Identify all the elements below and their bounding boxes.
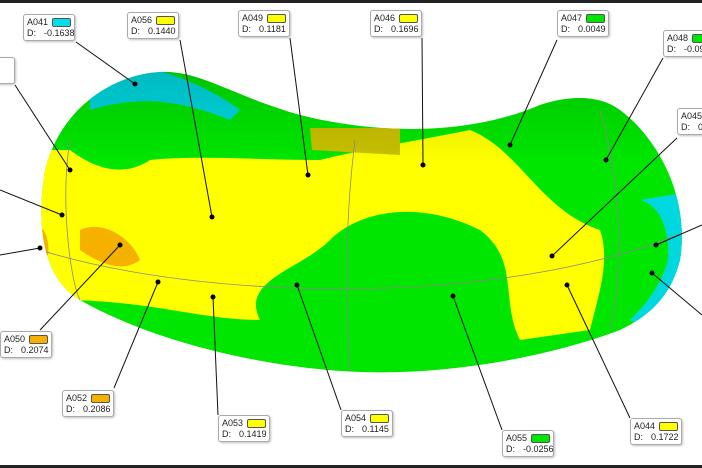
deviation-value: 0 — [698, 122, 702, 132]
color-swatch — [586, 14, 605, 23]
deviation-label: D: — [345, 424, 354, 434]
bottom-border — [0, 465, 702, 468]
deviation-label: D: — [131, 26, 140, 36]
deviation-label: D: — [667, 44, 676, 54]
point-A048 — [603, 157, 609, 163]
color-swatch — [29, 335, 48, 344]
deviation-label: D: — [4, 345, 13, 355]
annotation-label-a055[interactable]: A055 D: -0.0256 — [502, 430, 554, 457]
point-A052 — [155, 279, 161, 285]
deviation-value: 0.1722 — [651, 432, 679, 442]
point-A049 — [305, 172, 311, 178]
seam-line — [346, 139, 356, 373]
deviation-label: D: — [506, 444, 515, 454]
point-id: A050 — [4, 334, 26, 344]
deviation-value: 0.1181 — [259, 24, 286, 34]
deviation-value: 0.2074 — [21, 345, 49, 355]
seam-line — [599, 109, 620, 331]
seam-line — [41, 229, 682, 290]
point-left-2 — [59, 212, 65, 218]
color-swatch — [156, 16, 175, 25]
point-left-1 — [67, 167, 73, 173]
annotation-label-a049[interactable]: A049 D: 0.1181 — [238, 10, 290, 37]
point-A053 — [210, 294, 216, 300]
point-id: A053 — [222, 418, 244, 428]
color-swatch — [91, 394, 110, 403]
point-A045 — [549, 253, 555, 259]
deviation-value: -0.0256 — [523, 444, 554, 454]
color-swatch — [399, 14, 418, 23]
point-id: A055 — [506, 433, 528, 443]
annotation-label-a056[interactable]: A056 D: 0.1440 — [127, 12, 179, 39]
color-swatch — [370, 414, 389, 423]
point-A046 — [420, 162, 426, 168]
annotation-label-a052[interactable]: A052 D: 0.2086 — [62, 390, 114, 417]
deviation-value: -0.1638 — [44, 28, 75, 38]
deviation-label: D: — [561, 24, 570, 34]
measure-points — [37, 81, 659, 300]
point-id: A056 — [131, 15, 153, 25]
deviation-value: 0.1145 — [362, 424, 389, 434]
color-swatch — [659, 422, 678, 431]
leader-lines — [0, 37, 702, 431]
point-id: A046 — [374, 13, 396, 23]
color-swatch — [531, 434, 550, 443]
point-id: A044 — [634, 421, 656, 431]
annotation-label-a044[interactable]: A044 D: 0.1722 — [630, 418, 682, 445]
point-id: A052 — [66, 393, 88, 403]
annotation-label-a054[interactable]: A054 D: 0.1145 — [341, 410, 393, 437]
deviation-value: 0.1440 — [148, 26, 176, 36]
point-right-1 — [653, 242, 659, 248]
top-border — [0, 0, 702, 3]
point-A054 — [294, 282, 300, 288]
color-swatch — [247, 419, 266, 428]
point-id: A054 — [345, 413, 367, 423]
deviation-label: D: — [27, 28, 36, 38]
deviation-label: D: — [634, 432, 643, 442]
point-left-3 — [37, 245, 43, 251]
point-id: A041 — [27, 17, 49, 27]
point-id: A047 — [561, 13, 583, 23]
deviation-value: 0.0049 — [578, 24, 606, 34]
deviation-label: D: — [66, 404, 75, 414]
color-swatch — [267, 14, 286, 23]
deviation-label: D: — [374, 24, 383, 34]
point-id: A045 — [681, 111, 702, 121]
annotation-label-a046[interactable]: A046 D: 0.1696 — [370, 10, 422, 37]
point-A041 — [132, 81, 138, 87]
color-swatch — [52, 18, 71, 27]
annotation-label-partial[interactable]: 65 — [0, 57, 15, 84]
point-A056 — [209, 214, 215, 220]
annotation-label-a050[interactable]: A050 D: 0.2074 — [0, 331, 52, 358]
deviation-value: 0.2086 — [83, 404, 111, 414]
deviation-label: D: — [681, 122, 690, 132]
point-A050 — [117, 242, 123, 248]
annotation-label-a045[interactable]: A045 D: 0 — [677, 108, 702, 135]
point-right-2 — [649, 270, 655, 276]
color-swatch — [692, 34, 702, 43]
point-A044 — [564, 282, 570, 288]
annotation-label-a047[interactable]: A047 D: 0.0049 — [557, 10, 609, 37]
deviation-value: 0.1696 — [391, 24, 419, 34]
deviation-value: -0.09 — [684, 44, 702, 54]
annotation-label-a053[interactable]: A053 D: 0.1419 — [218, 415, 270, 442]
annotation-label-a041[interactable]: A041 D: -0.1638 — [23, 14, 75, 41]
point-A055 — [450, 293, 456, 299]
point-A047 — [507, 142, 513, 148]
deviation-value: 0.1419 — [239, 429, 267, 439]
point-id: A048 — [667, 33, 689, 43]
point-id: A049 — [242, 13, 264, 23]
deviation-label: D: — [222, 429, 231, 439]
deviation-label: D: — [242, 24, 251, 34]
